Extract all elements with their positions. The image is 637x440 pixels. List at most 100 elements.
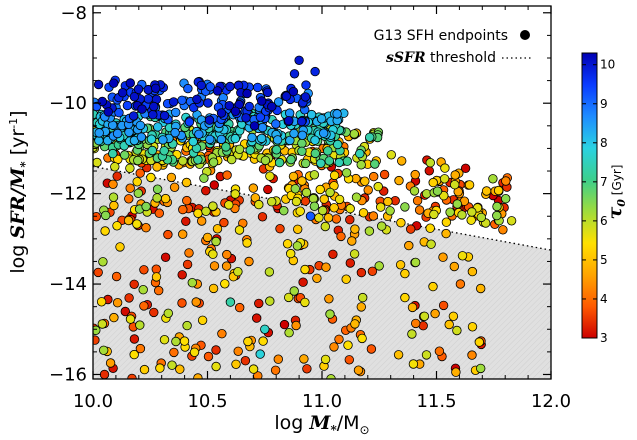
data-point (124, 293, 134, 303)
data-point (336, 231, 346, 242)
data-point (196, 80, 207, 91)
data-point (302, 364, 312, 374)
data-point (129, 349, 139, 360)
data-point (219, 217, 229, 228)
data-point (129, 334, 140, 344)
data-point (466, 215, 476, 225)
scatter-points (93, 55, 517, 379)
data-point (108, 148, 118, 159)
colorbar-tick-label: 7 (600, 175, 608, 189)
data-point (444, 319, 454, 330)
data-point (94, 128, 104, 138)
data-point (188, 136, 198, 147)
data-point (150, 83, 161, 94)
data-point (297, 146, 307, 157)
data-point (220, 279, 230, 289)
data-point (347, 236, 357, 246)
data-point (108, 78, 119, 88)
data-point (221, 142, 231, 152)
y-tick-label: −12 (49, 184, 87, 205)
data-point (244, 256, 254, 267)
data-point (108, 192, 119, 202)
data-point (305, 211, 316, 221)
data-point (177, 298, 187, 308)
data-point (170, 127, 180, 138)
data-point (450, 179, 460, 190)
data-point (501, 193, 511, 204)
data-point (424, 166, 435, 176)
data-point (151, 272, 162, 282)
data-point (426, 239, 436, 249)
data-point (333, 139, 343, 150)
data-point (135, 320, 145, 330)
data-point (309, 201, 320, 212)
data-point (208, 201, 218, 211)
data-point (160, 252, 171, 262)
data-point (100, 210, 111, 221)
data-point (203, 98, 213, 108)
data-point (139, 265, 149, 275)
data-point (345, 203, 355, 214)
data-point (476, 283, 486, 294)
data-point (133, 84, 144, 94)
data-point (159, 110, 170, 121)
data-point (421, 189, 432, 199)
data-point (316, 114, 327, 124)
data-point (284, 328, 294, 338)
data-point (358, 208, 369, 218)
data-point (196, 216, 207, 226)
data-point (182, 259, 193, 270)
data-point (245, 145, 255, 155)
data-point (247, 132, 257, 143)
data-point (367, 266, 378, 277)
data-point (344, 355, 355, 365)
data-point (122, 100, 133, 111)
data-point (308, 193, 319, 204)
data-point (407, 329, 417, 339)
colorbar-tick-label: 8 (600, 136, 608, 150)
data-point (279, 205, 289, 216)
data-point (297, 138, 307, 149)
data-point (120, 306, 131, 317)
data-point (257, 122, 268, 133)
data-point (373, 181, 383, 192)
data-point (240, 356, 251, 366)
data-point (350, 224, 360, 234)
data-point (457, 210, 467, 220)
data-point (419, 311, 430, 322)
data-point (316, 158, 326, 169)
data-point (260, 324, 270, 335)
data-point (159, 146, 169, 156)
data-point (481, 186, 492, 196)
data-point (148, 109, 158, 120)
data-point (310, 66, 320, 77)
data-point (192, 94, 202, 105)
data-point (400, 292, 410, 303)
data-point (146, 172, 156, 183)
data-point (300, 158, 311, 169)
data-point (284, 115, 294, 126)
data-point (242, 88, 252, 99)
data-point (386, 150, 397, 160)
data-point (209, 180, 220, 190)
data-point (271, 145, 282, 155)
x-tick-label: 10.0 (73, 391, 113, 412)
data-point (301, 187, 312, 198)
data-point (376, 202, 386, 212)
data-point (248, 183, 259, 193)
colorbar (581, 52, 598, 339)
data-point (111, 271, 122, 282)
data-point (184, 117, 195, 127)
data-point (135, 343, 146, 354)
data-point (109, 200, 119, 211)
data-point (343, 340, 353, 350)
data-point (137, 104, 147, 114)
legend-threshold-label: sSFR threshold (386, 50, 496, 66)
data-point (135, 120, 146, 131)
legend-endpoints-label: G13 SFH endpoints (374, 28, 508, 44)
data-point (189, 347, 200, 358)
data-point (363, 185, 373, 195)
data-point (197, 315, 208, 326)
x-tick-label: 11.0 (302, 391, 342, 412)
data-point (230, 106, 241, 117)
